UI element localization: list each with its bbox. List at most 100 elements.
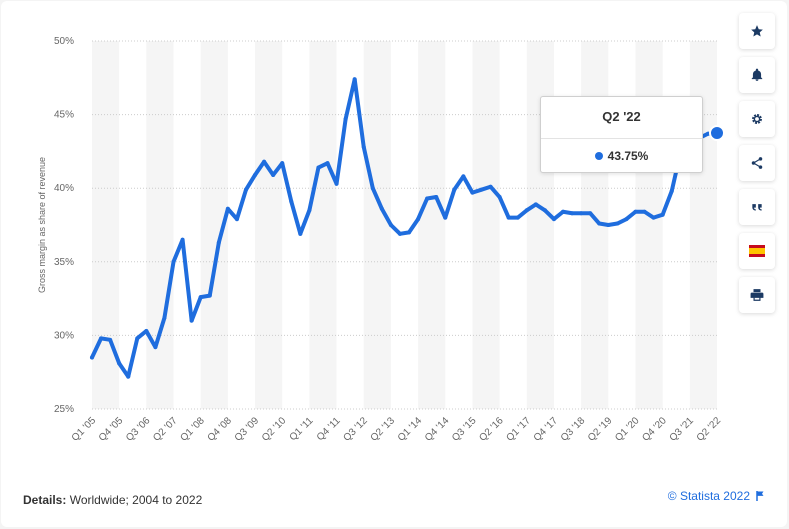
data-point[interactable]	[660, 212, 665, 217]
data-point[interactable]	[307, 208, 312, 213]
data-point[interactable]	[551, 217, 556, 222]
data-point[interactable]	[334, 181, 339, 186]
settings-button[interactable]	[739, 101, 775, 137]
data-point[interactable]	[162, 315, 167, 320]
data-point[interactable]	[90, 355, 94, 360]
data-point[interactable]	[108, 337, 113, 342]
x-tick-label: Q3 '18	[559, 415, 588, 444]
data-point[interactable]	[379, 206, 384, 211]
data-point[interactable]	[461, 174, 466, 179]
data-point[interactable]	[588, 211, 593, 216]
data-point[interactable]	[705, 131, 710, 136]
print-button[interactable]	[739, 277, 775, 313]
data-point[interactable]	[135, 336, 140, 341]
data-point[interactable]	[570, 211, 575, 216]
share-icon	[751, 157, 763, 169]
data-point[interactable]	[271, 172, 276, 177]
data-point[interactable]	[361, 144, 366, 149]
data-point[interactable]	[497, 195, 502, 200]
y-tick-label: 35%	[54, 257, 74, 268]
favorite-button[interactable]	[739, 13, 775, 49]
background-band	[418, 41, 446, 409]
data-point[interactable]	[144, 328, 149, 333]
data-point[interactable]	[407, 230, 412, 235]
x-tick-label: Q4 '08	[206, 415, 235, 444]
data-point[interactable]	[606, 223, 611, 227]
data-point[interactable]	[388, 223, 393, 227]
data-point[interactable]	[99, 336, 104, 341]
data-point[interactable]	[443, 215, 448, 220]
data-point[interactable]	[524, 208, 529, 213]
data-point[interactable]	[669, 189, 674, 194]
data-point[interactable]	[180, 237, 185, 242]
data-point[interactable]	[470, 190, 475, 195]
data-point[interactable]	[533, 202, 538, 207]
star-icon	[751, 25, 763, 37]
data-point[interactable]	[289, 199, 294, 204]
data-point[interactable]	[126, 374, 131, 379]
data-point[interactable]	[506, 215, 511, 220]
x-tick-label: Q2 '19	[586, 415, 615, 444]
data-point[interactable]	[597, 221, 602, 226]
highlight-point[interactable]	[709, 125, 725, 141]
data-point[interactable]	[579, 211, 584, 216]
data-point[interactable]	[561, 209, 566, 214]
background-band	[146, 41, 174, 409]
x-tick-label: Q3 '06	[124, 415, 153, 444]
gear-icon	[752, 114, 762, 124]
data-point[interactable]	[352, 77, 357, 82]
data-point[interactable]	[515, 215, 520, 220]
data-point[interactable]	[434, 195, 439, 200]
data-point[interactable]	[425, 196, 430, 201]
share-button[interactable]	[739, 145, 775, 181]
x-tick-label: Q1 '20	[613, 415, 642, 444]
data-point[interactable]	[397, 231, 402, 236]
data-point[interactable]	[153, 345, 158, 350]
x-tick-label: Q3 '15	[450, 415, 479, 444]
data-point[interactable]	[225, 206, 230, 211]
background-band	[472, 41, 500, 409]
data-point[interactable]	[316, 165, 321, 170]
cite-button[interactable]	[739, 189, 775, 225]
data-point[interactable]	[452, 187, 457, 192]
data-point[interactable]	[651, 215, 656, 220]
data-point[interactable]	[216, 240, 221, 245]
x-tick-label: Q2 '22	[695, 415, 724, 444]
data-point[interactable]	[325, 161, 330, 166]
data-point[interactable]	[642, 209, 647, 214]
data-point[interactable]	[633, 209, 638, 214]
data-point[interactable]	[207, 293, 212, 298]
y-axis-title: Gross margin as share of revenue	[37, 157, 47, 293]
y-tick-label: 25%	[54, 404, 74, 415]
data-point[interactable]	[370, 186, 375, 191]
data-point[interactable]	[171, 259, 176, 264]
data-point[interactable]	[253, 172, 258, 177]
notification-button[interactable]	[739, 57, 775, 93]
data-point[interactable]	[234, 217, 239, 222]
data-point[interactable]	[416, 217, 421, 222]
data-point[interactable]	[280, 161, 285, 166]
background-band	[309, 41, 337, 409]
x-tick-label: Q2 '07	[151, 415, 180, 444]
data-point[interactable]	[343, 117, 348, 122]
x-tick-label: Q4 '17	[532, 415, 561, 444]
data-point[interactable]	[189, 318, 194, 323]
data-point[interactable]	[243, 187, 248, 192]
data-point[interactable]	[488, 184, 493, 189]
x-tick-label: Q2 '16	[477, 415, 506, 444]
print-icon	[750, 289, 764, 301]
quote-icon	[752, 204, 762, 211]
data-point[interactable]	[298, 231, 303, 236]
data-point[interactable]	[615, 221, 620, 226]
copyright-link[interactable]: © Statista 2022	[668, 489, 765, 503]
details-label: Details:	[23, 493, 67, 507]
language-button[interactable]	[739, 233, 775, 269]
data-point[interactable]	[117, 361, 122, 366]
data-point[interactable]	[542, 208, 547, 213]
x-tick-label: Q3 '21	[668, 415, 697, 444]
data-point[interactable]	[198, 295, 203, 300]
data-point[interactable]	[479, 187, 484, 192]
x-tick-label: Q1 '17	[505, 415, 534, 444]
data-point[interactable]	[624, 217, 629, 222]
data-point[interactable]	[262, 159, 267, 164]
